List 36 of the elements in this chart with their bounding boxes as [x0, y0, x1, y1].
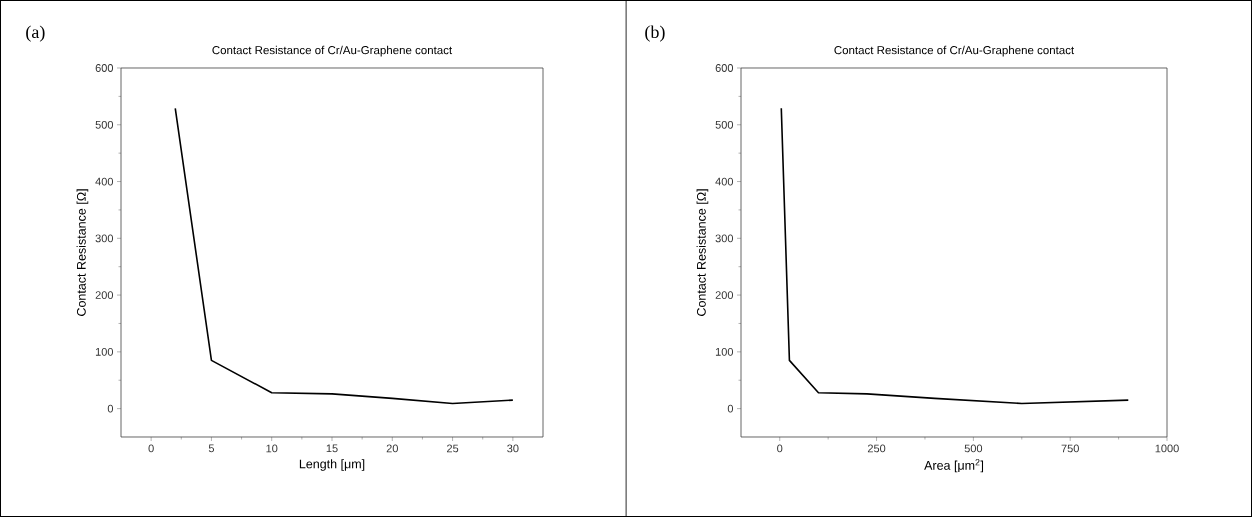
line-series	[780, 107, 1130, 405]
y-tick-label: 100	[715, 347, 734, 356]
line-series	[174, 107, 514, 405]
x-tick-label: 500	[964, 444, 983, 453]
y-axis-title: Contact Resistance [Ω]	[76, 189, 89, 316]
y-tick-label: 500	[95, 120, 114, 129]
x-tick-label: 30	[507, 444, 519, 453]
x-tick-label: 10	[266, 444, 278, 453]
x-axis-title: Length [μm]	[299, 459, 365, 471]
y-tick-label: 100	[95, 347, 114, 356]
x-tick-label: 25	[447, 444, 459, 453]
y-tick-label: 600	[715, 64, 734, 72]
x-tick-label: 750	[1061, 444, 1079, 453]
x-tick-label: 1000	[1155, 444, 1179, 453]
y-tick-label: 400	[715, 177, 734, 186]
x-tick-label: 5	[208, 444, 215, 453]
x-tick-label: 0	[148, 444, 154, 453]
x-tick-label: 0	[777, 444, 783, 453]
y-tick-label: 600	[95, 64, 114, 72]
y-tick-label: 0	[727, 404, 734, 413]
x-axis-title: Area [μm$^{2}$]	[924, 459, 984, 473]
y-tick-label: 300	[95, 234, 114, 243]
chart-title: Contact Resistance of Cr/Au-Graphene contact	[834, 45, 1075, 57]
x-tick-label: 250	[867, 444, 886, 453]
text: (a)	[26, 25, 45, 42]
y-tick-label: 200	[715, 291, 734, 299]
y-tick-label: 300	[715, 234, 734, 243]
y-tick-label: 500	[715, 120, 734, 129]
y-axis-title: Contact Resistance [Ω]	[696, 189, 709, 316]
y-tick-label: 0	[107, 404, 114, 413]
x-tick-label: 20	[386, 444, 398, 453]
y-tick-label: 200	[95, 291, 114, 299]
y-tick-label: 400	[95, 177, 114, 186]
x-tick-label: 15	[326, 444, 338, 453]
chart-title: Contact Resistance of Cr/Au-Graphene contact	[212, 45, 453, 57]
text: (b)	[645, 25, 665, 42]
